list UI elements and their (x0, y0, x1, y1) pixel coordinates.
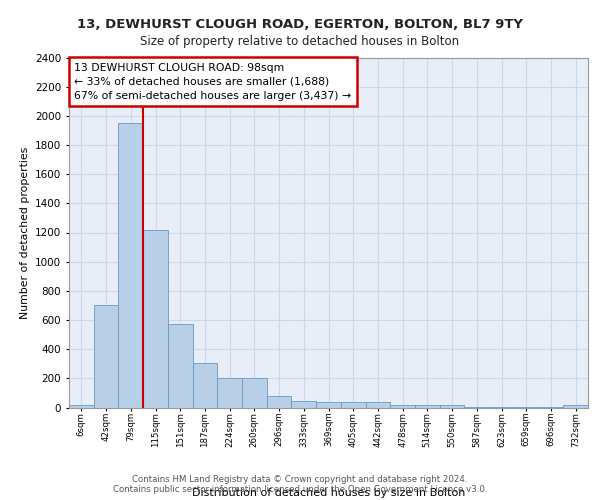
Bar (267, 396, 292, 407)
Bar (390, 404, 415, 407)
Bar (563, 404, 588, 407)
Bar (365, 402, 390, 407)
Bar (94, 306, 118, 408)
Bar (69, 406, 94, 407)
Text: 13 DEWHURST CLOUGH ROAD: 98sqm
← 33% of detached houses are smaller (1,688)
67% : 13 DEWHURST CLOUGH ROAD: 98sqm ← 33% of … (74, 62, 352, 101)
Bar (440, 404, 464, 407)
Bar (341, 402, 365, 407)
X-axis label: Distribution of detached houses by size in Bolton: Distribution of detached houses by size … (192, 488, 465, 498)
Bar (143, 230, 168, 408)
Bar (514, 407, 539, 408)
Bar (118, 123, 143, 408)
Text: Contains HM Land Registry data © Crown copyright and database right 2024.
Contai: Contains HM Land Registry data © Crown c… (113, 474, 487, 494)
Bar (464, 407, 489, 408)
Text: Size of property relative to detached houses in Bolton: Size of property relative to detached ho… (140, 35, 460, 48)
Bar (168, 324, 193, 407)
Bar (193, 363, 217, 408)
Bar (217, 378, 242, 408)
Bar (489, 407, 514, 408)
Bar (242, 378, 267, 408)
Text: 13, DEWHURST CLOUGH ROAD, EGERTON, BOLTON, BL7 9TY: 13, DEWHURST CLOUGH ROAD, EGERTON, BOLTO… (77, 18, 523, 30)
Bar (292, 401, 316, 407)
Bar (316, 402, 341, 407)
Y-axis label: Number of detached properties: Number of detached properties (20, 146, 29, 318)
Bar (415, 404, 440, 407)
Bar (539, 407, 563, 408)
